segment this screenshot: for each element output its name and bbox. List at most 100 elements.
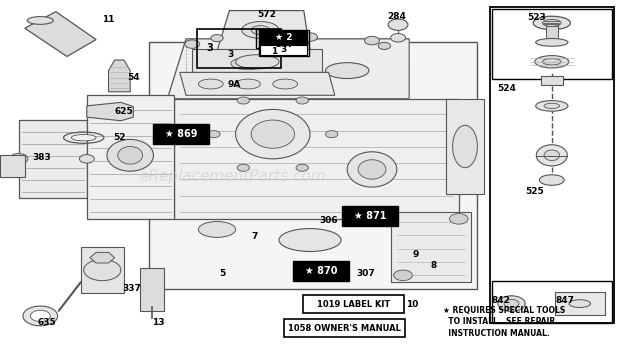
Polygon shape [0,155,25,176]
Text: 52: 52 [113,133,126,142]
Text: ★ REQUIRES SPECIAL TOOLS
  TO INSTALL.  SEE REPAIR
  INSTRUCTION MANUAL.: ★ REQUIRES SPECIAL TOOLS TO INSTALL. SEE… [443,306,565,338]
Ellipse shape [536,101,568,111]
Circle shape [450,214,468,224]
Circle shape [326,131,338,138]
Bar [490,7,614,323]
Polygon shape [446,99,484,194]
Text: 3: 3 [206,43,213,53]
Circle shape [185,40,200,48]
Text: 284: 284 [388,12,406,22]
Text: 8: 8 [431,261,437,270]
Text: 1: 1 [271,47,277,56]
Bar [293,261,349,281]
Polygon shape [90,252,115,263]
Circle shape [281,37,299,47]
Ellipse shape [279,229,341,251]
Bar [303,295,404,313]
Ellipse shape [358,160,386,179]
Text: 1019 LABEL KIT: 1019 LABEL KIT [317,300,390,309]
Ellipse shape [347,152,397,187]
Bar [260,44,307,55]
Circle shape [237,97,249,104]
Text: 337: 337 [122,284,141,293]
Polygon shape [81,247,124,293]
Ellipse shape [27,17,53,24]
Bar [555,292,604,315]
Ellipse shape [273,79,298,89]
Polygon shape [87,102,133,121]
Circle shape [23,306,58,326]
Bar [284,319,405,337]
Ellipse shape [326,62,369,78]
Ellipse shape [569,300,591,307]
Text: 842: 842 [492,296,510,305]
Text: 635: 635 [37,318,56,328]
Text: 1: 1 [265,34,272,44]
Ellipse shape [242,22,279,38]
Circle shape [211,35,223,42]
Circle shape [378,42,391,49]
Circle shape [237,164,249,171]
Circle shape [296,97,309,104]
Circle shape [388,19,408,30]
Ellipse shape [251,120,294,148]
Polygon shape [192,49,322,74]
Ellipse shape [198,222,236,237]
Bar [260,31,307,44]
Text: 54: 54 [127,73,140,82]
Bar [197,29,281,68]
Bar [259,30,309,56]
Ellipse shape [544,103,559,109]
Bar [492,281,612,323]
Circle shape [84,259,121,281]
Text: 9A: 9A [228,80,241,89]
Ellipse shape [118,146,143,164]
Text: 7: 7 [251,232,257,241]
Text: 5: 5 [219,269,225,278]
Text: 307: 307 [276,40,294,49]
Circle shape [365,36,379,45]
Circle shape [79,155,94,163]
Circle shape [394,270,412,281]
Ellipse shape [536,38,568,46]
Circle shape [303,33,317,41]
Text: 9: 9 [412,250,418,259]
Text: 847: 847 [556,296,575,305]
Text: 1058 OWNER'S MANUAL: 1058 OWNER'S MANUAL [288,324,401,333]
Circle shape [30,310,50,322]
Text: 524: 524 [498,84,516,94]
Ellipse shape [544,150,559,161]
Circle shape [208,131,220,138]
Circle shape [9,154,28,164]
Text: 625: 625 [115,107,133,116]
Polygon shape [140,268,164,311]
Polygon shape [391,212,471,282]
Polygon shape [25,12,96,56]
Ellipse shape [453,125,477,168]
Polygon shape [180,72,335,95]
Ellipse shape [251,25,270,35]
Ellipse shape [236,79,260,89]
Text: 383: 383 [33,152,51,162]
Ellipse shape [231,57,265,70]
Ellipse shape [534,56,569,68]
Ellipse shape [533,16,570,30]
Text: 572: 572 [257,10,276,19]
Polygon shape [217,11,310,51]
Text: 11: 11 [102,15,115,24]
Text: eReplacementParts.com: eReplacementParts.com [139,169,326,184]
Ellipse shape [107,139,153,171]
Ellipse shape [71,134,96,141]
Bar [546,26,558,40]
Bar [492,9,612,79]
Circle shape [296,164,309,171]
Ellipse shape [542,59,561,65]
Polygon shape [108,60,130,92]
Polygon shape [167,39,409,99]
Bar [256,29,281,48]
Ellipse shape [536,145,567,166]
Text: 307: 307 [356,269,375,278]
Text: 10: 10 [406,300,419,309]
Text: ★ 871: ★ 871 [354,211,386,221]
Bar [342,206,398,226]
